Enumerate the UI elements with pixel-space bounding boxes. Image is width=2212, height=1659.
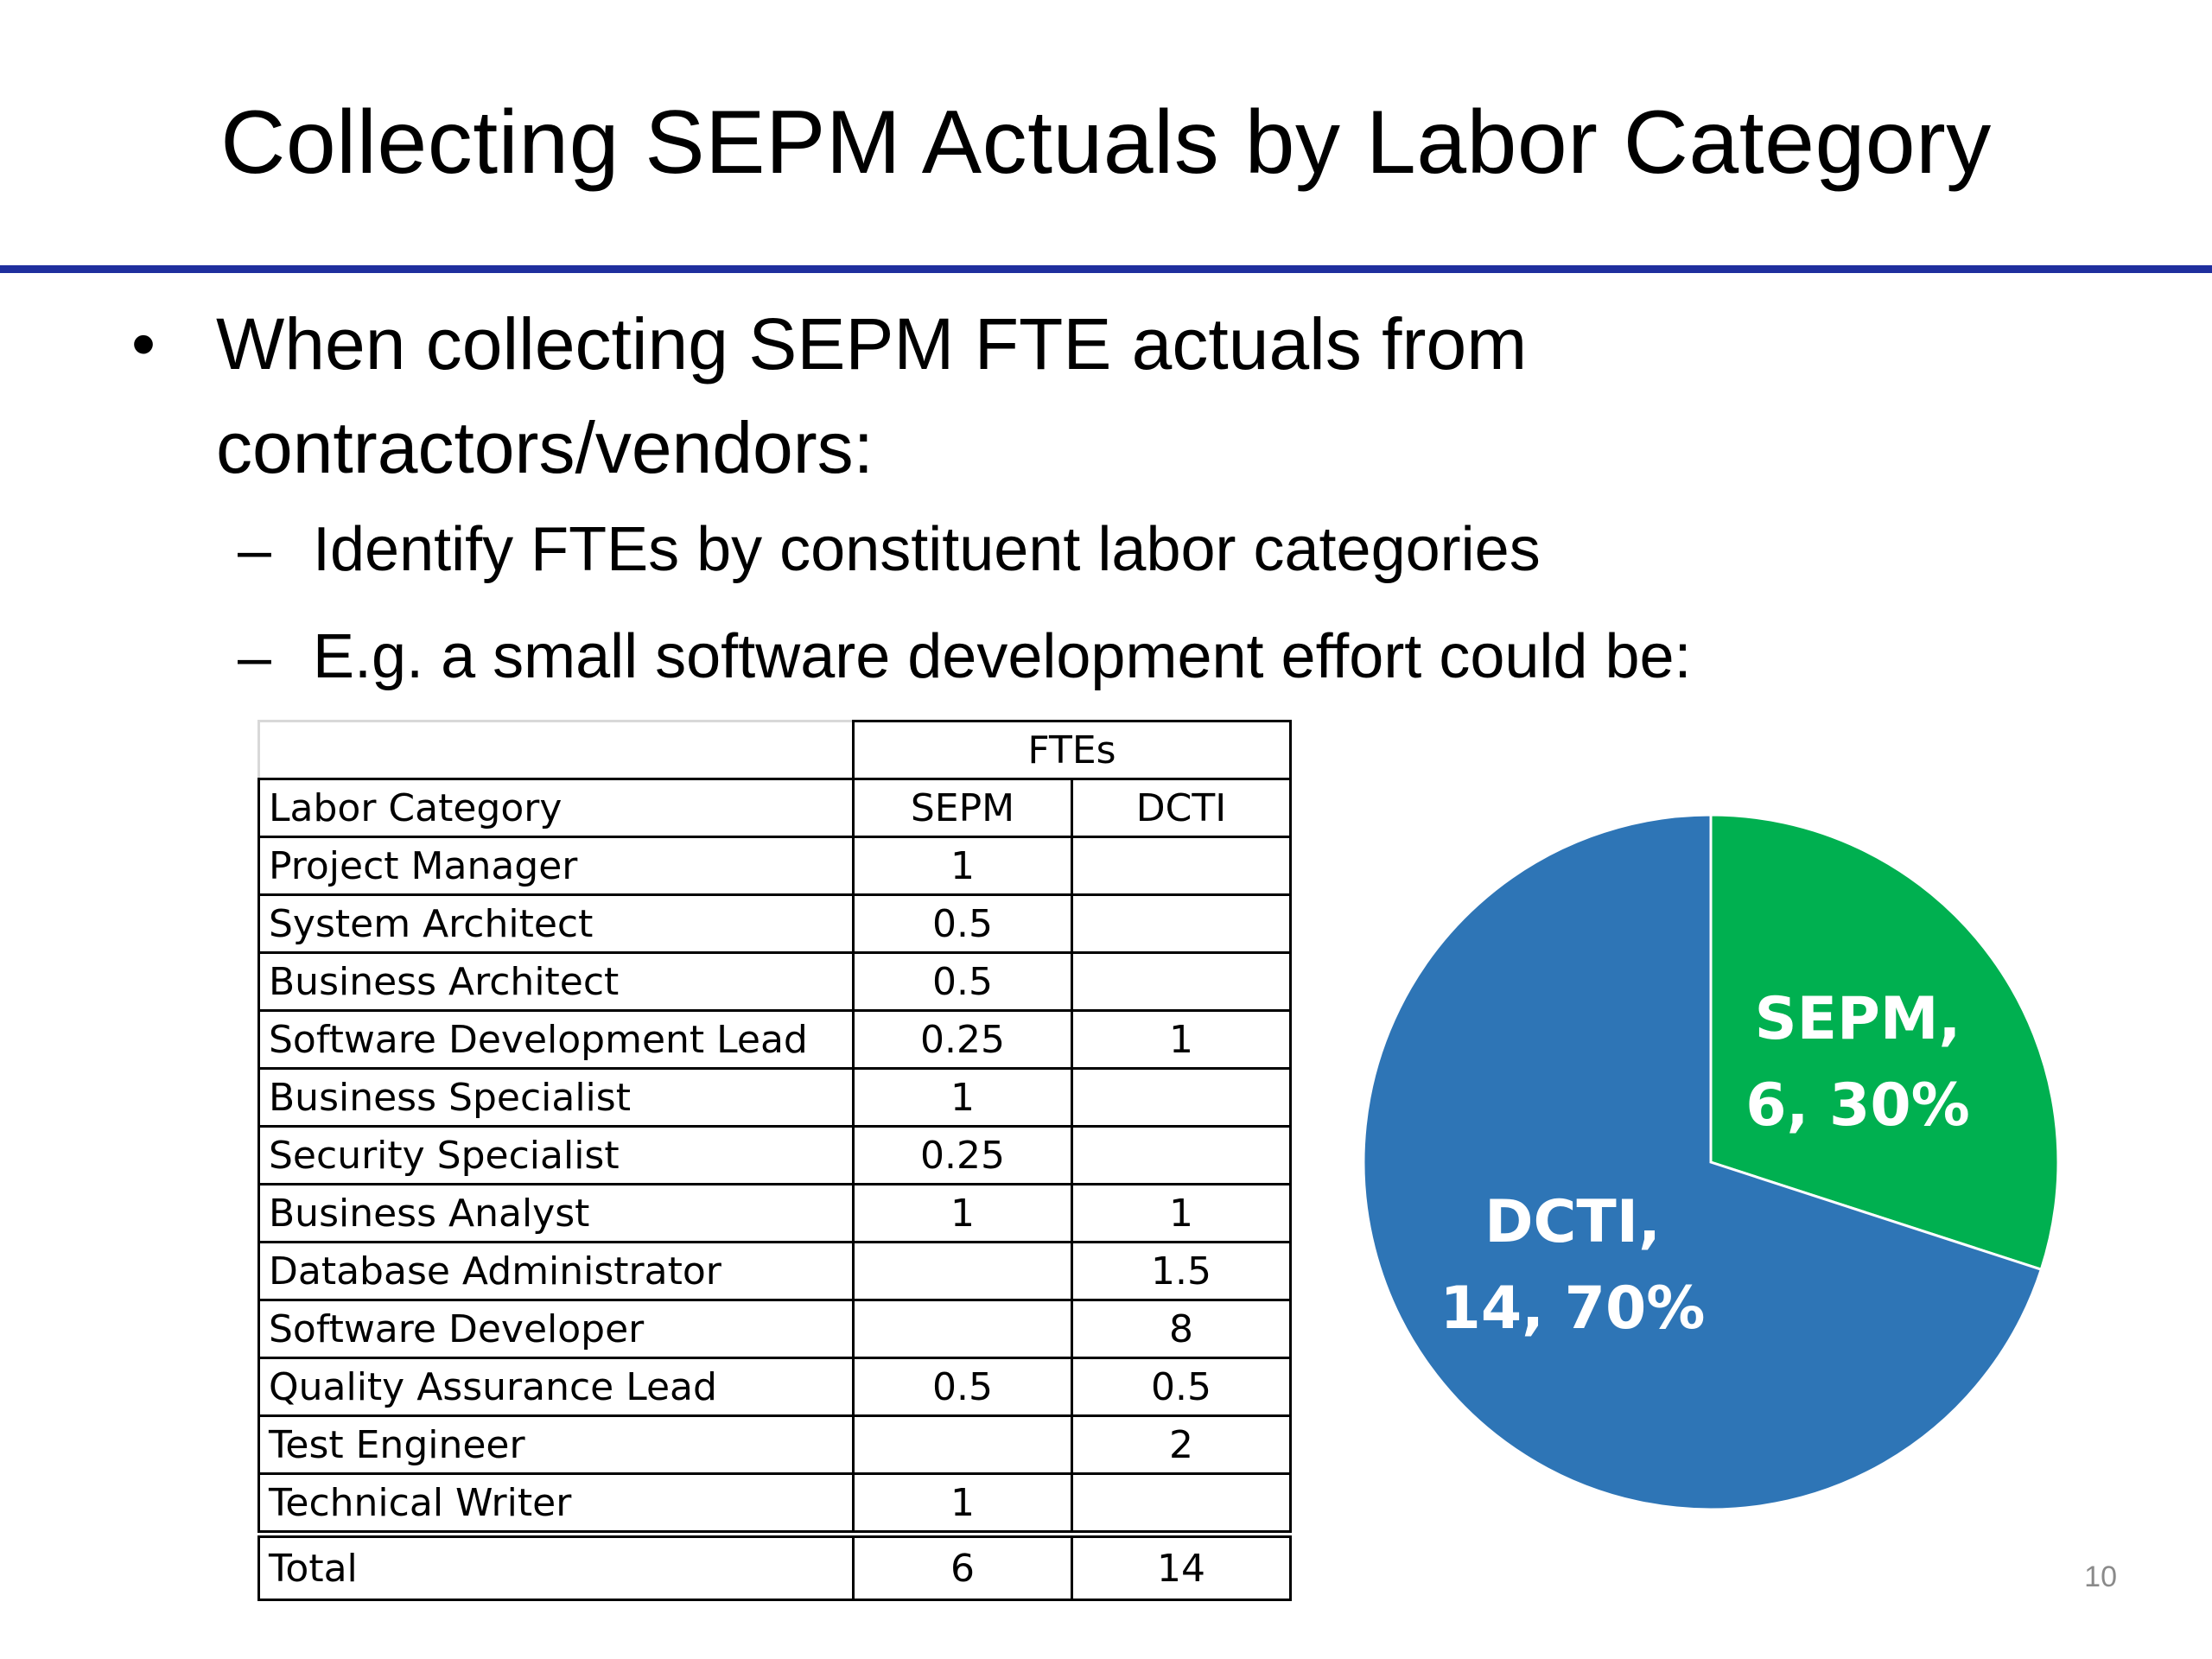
sepm-cell: 1 bbox=[852, 1183, 1073, 1243]
table-row: Software Development Lead 0.25 1 bbox=[257, 1009, 1292, 1070]
table-total-row: Total 6 14 bbox=[257, 1530, 1292, 1601]
sepm-cell: 0.25 bbox=[852, 1009, 1073, 1070]
slide-title: Collecting SEPM Actuals by Labor Categor… bbox=[220, 92, 1992, 193]
pie-slice-dcti bbox=[1362, 813, 2044, 1511]
dcti-cell: 8 bbox=[1071, 1299, 1292, 1359]
pie-label-sepm-line1: SEPM, bbox=[1754, 985, 1961, 1053]
fte-table: FTEs Labor Category SEPM DCTI Project Ma… bbox=[257, 720, 1292, 1601]
table-row: Quality Assurance Lead 0.5 0.5 bbox=[257, 1357, 1292, 1417]
dcti-cell bbox=[1071, 1472, 1292, 1535]
sepm-cell: 0.5 bbox=[852, 951, 1073, 1012]
labor-category-cell: Business Analyst bbox=[257, 1183, 855, 1243]
table-row: Technical Writer 1 bbox=[257, 1472, 1292, 1535]
sepm-cell: 1 bbox=[852, 1472, 1073, 1535]
bullet-text: When collecting SEPM FTE actuals from co… bbox=[216, 303, 1528, 488]
table-column-header-row: Labor Category SEPM DCTI bbox=[257, 778, 1292, 838]
labor-category-cell: Test Engineer bbox=[257, 1414, 855, 1475]
fte-pie-chart bbox=[1362, 813, 2060, 1511]
bullet-marker: • bbox=[131, 305, 156, 382]
dcti-cell bbox=[1071, 951, 1292, 1012]
table-row: Business Specialist 1 bbox=[257, 1067, 1292, 1128]
total-dcti: 14 bbox=[1071, 1530, 1292, 1601]
labor-category-cell: Technical Writer bbox=[257, 1472, 855, 1535]
title-divider bbox=[0, 265, 2212, 273]
dcti-cell bbox=[1071, 836, 1292, 896]
table-row: Test Engineer 2 bbox=[257, 1414, 1292, 1475]
labor-category-cell: System Architect bbox=[257, 893, 855, 954]
sepm-cell: 0.5 bbox=[852, 1357, 1073, 1417]
labor-category-cell: Quality Assurance Lead bbox=[257, 1357, 855, 1417]
labor-category-cell: Security Specialist bbox=[257, 1125, 855, 1185]
table-row: Security Specialist 0.25 bbox=[257, 1125, 1292, 1185]
table-row: Database Administrator 1.5 bbox=[257, 1241, 1292, 1301]
sub-bullet-marker: – bbox=[238, 516, 271, 583]
sepm-cell bbox=[852, 1414, 1073, 1475]
dcti-cell bbox=[1071, 1125, 1292, 1185]
pie-label-dcti: DCTI, 14, 70% bbox=[1426, 1179, 1719, 1352]
labor-category-cell: Software Development Lead bbox=[257, 1009, 855, 1070]
table-corner-cell bbox=[257, 720, 855, 780]
page-number: 10 bbox=[2084, 1560, 2117, 1593]
table-row: Project Manager 1 bbox=[257, 836, 1292, 896]
pie-label-sepm-line2: 6, 30% bbox=[1745, 1071, 1970, 1140]
sub-bullet-labor-categories: Identify FTEs by constituent labor categ… bbox=[313, 515, 1541, 584]
column-header-labor-category: Labor Category bbox=[257, 778, 855, 838]
labor-category-cell: Business Architect bbox=[257, 951, 855, 1012]
pie-slice-sepm bbox=[1709, 813, 2060, 1272]
dcti-cell: 1 bbox=[1071, 1183, 1292, 1243]
sepm-cell: 0.25 bbox=[852, 1125, 1073, 1185]
table-row: System Architect 0.5 bbox=[257, 893, 1292, 954]
sub-bullet-marker: – bbox=[238, 623, 271, 690]
table-row: Business Architect 0.5 bbox=[257, 951, 1292, 1012]
sepm-cell bbox=[852, 1299, 1073, 1359]
total-sepm: 6 bbox=[852, 1530, 1073, 1601]
pie-label-dcti-line2: 14, 70% bbox=[1440, 1274, 1706, 1343]
labor-category-cell: Software Developer bbox=[257, 1299, 855, 1359]
sepm-cell: 1 bbox=[852, 1067, 1073, 1128]
column-header-dcti: DCTI bbox=[1071, 778, 1292, 838]
dcti-cell bbox=[1071, 893, 1292, 954]
table-row: Business Analyst 1 1 bbox=[257, 1183, 1292, 1243]
column-header-sepm: SEPM bbox=[852, 778, 1073, 838]
table-group-header-row: FTEs bbox=[257, 720, 1292, 780]
dcti-cell bbox=[1071, 1067, 1292, 1128]
labor-category-cell: Project Manager bbox=[257, 836, 855, 896]
dcti-cell: 1.5 bbox=[1071, 1241, 1292, 1301]
total-label: Total bbox=[257, 1530, 855, 1601]
sepm-cell bbox=[852, 1241, 1073, 1301]
pie-label-sepm: SEPM, 6, 30% bbox=[1715, 976, 2000, 1149]
sepm-cell: 0.5 bbox=[852, 893, 1073, 954]
dcti-cell: 1 bbox=[1071, 1009, 1292, 1070]
ftes-group-header: FTEs bbox=[852, 720, 1292, 780]
labor-category-cell: Business Specialist bbox=[257, 1067, 855, 1128]
dcti-cell: 0.5 bbox=[1071, 1357, 1292, 1417]
sub-bullet-example: E.g. a small software development effort… bbox=[313, 622, 1692, 691]
dcti-cell: 2 bbox=[1071, 1414, 1292, 1475]
labor-category-cell: Database Administrator bbox=[257, 1241, 855, 1301]
pie-label-dcti-line1: DCTI, bbox=[1484, 1188, 1661, 1256]
table-row: Software Developer 8 bbox=[257, 1299, 1292, 1359]
sepm-cell: 1 bbox=[852, 836, 1073, 896]
